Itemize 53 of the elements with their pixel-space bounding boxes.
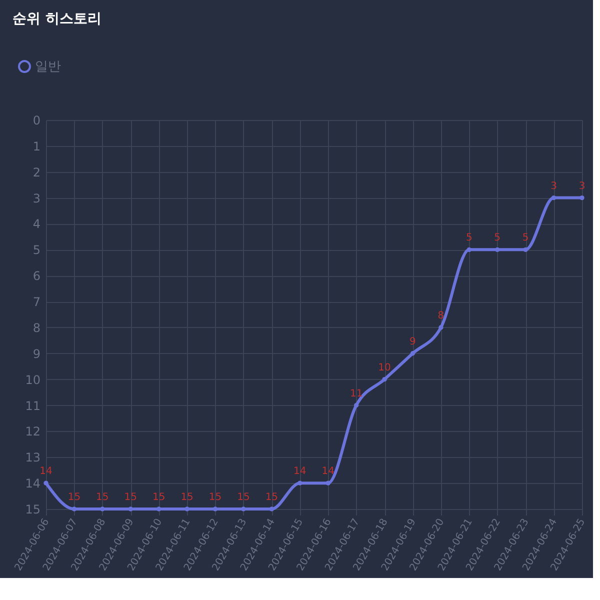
data-label: 14	[40, 466, 52, 478]
point	[495, 247, 500, 252]
y-tick-label: 7	[32, 295, 40, 310]
point	[241, 506, 246, 512]
y-tick-label: 3	[32, 191, 40, 206]
point	[128, 506, 133, 512]
point	[44, 480, 48, 486]
point	[410, 351, 416, 356]
y-tick-label: 0	[32, 114, 40, 128]
data-label: 15	[265, 492, 278, 503]
y-tick-label: 2	[32, 165, 40, 180]
point	[438, 325, 444, 330]
data-label: 15	[237, 492, 250, 503]
y-tick-label: 10	[25, 372, 40, 387]
data-label: 11	[350, 388, 363, 400]
point	[298, 480, 302, 486]
y-tick-label: 4	[32, 217, 40, 232]
y-tick-label: 9	[32, 346, 40, 361]
data-label: 15	[96, 492, 109, 503]
y-tick-label: 15	[25, 502, 40, 516]
y-tick-label: 12	[25, 424, 40, 439]
data-label: 10	[378, 362, 391, 374]
data-label: 9	[410, 336, 416, 348]
chart-title: 순위 히스토리	[12, 11, 102, 27]
point	[354, 402, 359, 408]
data-label: 3	[550, 180, 557, 192]
data-label: 15	[208, 492, 222, 503]
data-label: 15	[180, 492, 194, 503]
y-tick-label: 5	[32, 243, 40, 258]
point	[382, 376, 387, 382]
y-tick-label: 14	[25, 476, 40, 491]
data-label: 15	[68, 492, 81, 503]
point	[580, 195, 584, 200]
data-label: 5	[522, 232, 529, 244]
data-label: 14	[294, 466, 306, 478]
point	[523, 247, 528, 252]
y-tick-label: 6	[32, 269, 40, 284]
data-label: 8	[438, 310, 444, 322]
point	[326, 480, 330, 486]
data-label: 5	[466, 232, 472, 244]
y-tick-label: 13	[25, 450, 40, 465]
data-label: 14	[322, 466, 334, 478]
point	[184, 506, 190, 512]
data-label: 15	[124, 492, 137, 503]
y-tick-label: 11	[25, 398, 40, 413]
data-label: 15	[152, 492, 166, 503]
y-tick-label: 8	[32, 320, 40, 335]
point	[551, 195, 556, 200]
y-tick-label: 1	[32, 139, 40, 154]
legend-label: 일반	[35, 60, 61, 74]
point	[100, 506, 105, 512]
data-label: 5	[494, 232, 501, 244]
data-label: 3	[578, 180, 586, 192]
